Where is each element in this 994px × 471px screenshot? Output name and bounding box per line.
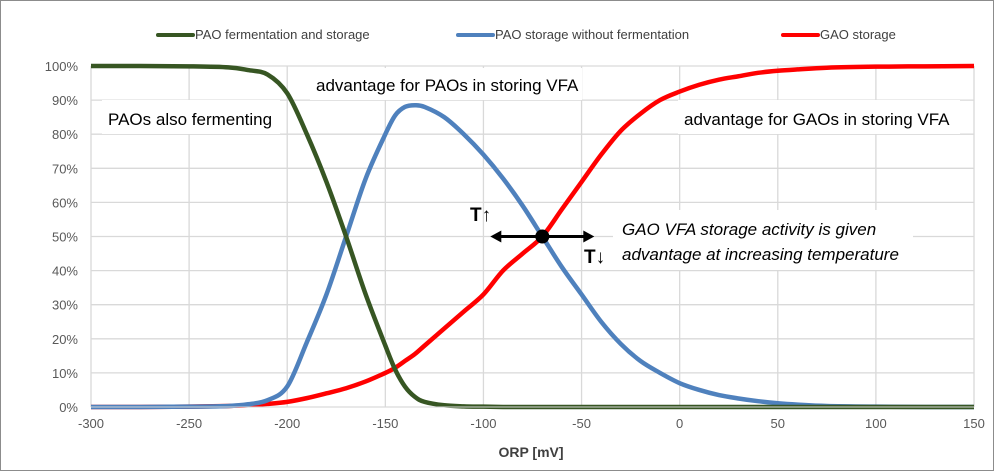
x-tick-label: -150 [372, 416, 398, 431]
x-tick-label: 50 [771, 416, 785, 431]
annotation-bg-pao-advantage [310, 68, 582, 100]
x-tick-label: 150 [963, 416, 985, 431]
y-tick-label: 50% [52, 230, 78, 245]
series-line-gao-storage [90, 63, 975, 410]
x-tick-label: -250 [176, 416, 202, 431]
legend: PAO fermentation and storage PAO storage… [156, 27, 896, 42]
y-tick-label: 100% [45, 59, 79, 74]
annotation-bg-temp-note [613, 210, 913, 270]
crossover-point-marker [535, 229, 550, 244]
annotation-pao-advantage: advantage for PAOs in storing VFA [316, 76, 579, 95]
x-tick-label: -300 [78, 416, 104, 431]
y-tick-label: 20% [52, 332, 78, 347]
series-line-pao-storage [90, 102, 975, 410]
y-tick-label: 80% [52, 127, 78, 142]
temperature-arrow [490, 229, 595, 244]
x-tick-label: -50 [572, 416, 591, 431]
x-tick-label: -200 [274, 416, 300, 431]
annotation-temp-note-line2: advantage at increasing temperature [622, 245, 899, 264]
x-axis-ticks: -300 -250 -200 -150 -100 -50 0 50 100 150 [78, 416, 985, 431]
y-tick-label: 90% [52, 93, 78, 108]
y-tick-label: 40% [52, 264, 78, 279]
y-tick-label: 0% [59, 400, 78, 415]
x-tick-label: 0 [676, 416, 683, 431]
arrow-left-icon [490, 230, 502, 243]
x-tick-label: -100 [470, 416, 496, 431]
annotation-gao-advantage: advantage for GAOs in storing VFA [684, 110, 950, 129]
annotation-pao-fermenting: PAOs also fermenting [108, 110, 272, 129]
annotation-bg-pao-fermenting [102, 100, 280, 134]
legend-label-pao-fermentation: PAO fermentation and storage [195, 27, 370, 42]
temp-up-label: T↑ [470, 205, 491, 226]
y-tick-label: 30% [52, 298, 78, 313]
annotation-bg-gao-advantage [678, 100, 960, 134]
x-tick-label: 100 [865, 416, 887, 431]
arrow-right-icon [583, 230, 595, 243]
y-tick-label: 70% [52, 161, 78, 176]
y-tick-label: 10% [52, 366, 78, 381]
annotation-temp-note-line1: GAO VFA storage activity is given [622, 220, 876, 239]
y-axis-ticks: 0% 10% 20% 30% 40% 50% 60% 70% 80% 90% 100% [45, 59, 79, 415]
legend-label-gao-storage: GAO storage [820, 27, 896, 42]
legend-label-pao-storage: PAO storage without fermentation [495, 27, 689, 42]
y-tick-label: 60% [52, 195, 78, 210]
temp-down-label: T↓ [584, 247, 605, 268]
x-axis-title: ORP [mV] [498, 444, 563, 460]
